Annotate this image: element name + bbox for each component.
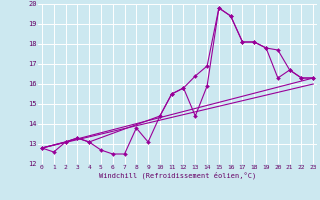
- X-axis label: Windchill (Refroidissement éolien,°C): Windchill (Refroidissement éolien,°C): [99, 172, 256, 179]
